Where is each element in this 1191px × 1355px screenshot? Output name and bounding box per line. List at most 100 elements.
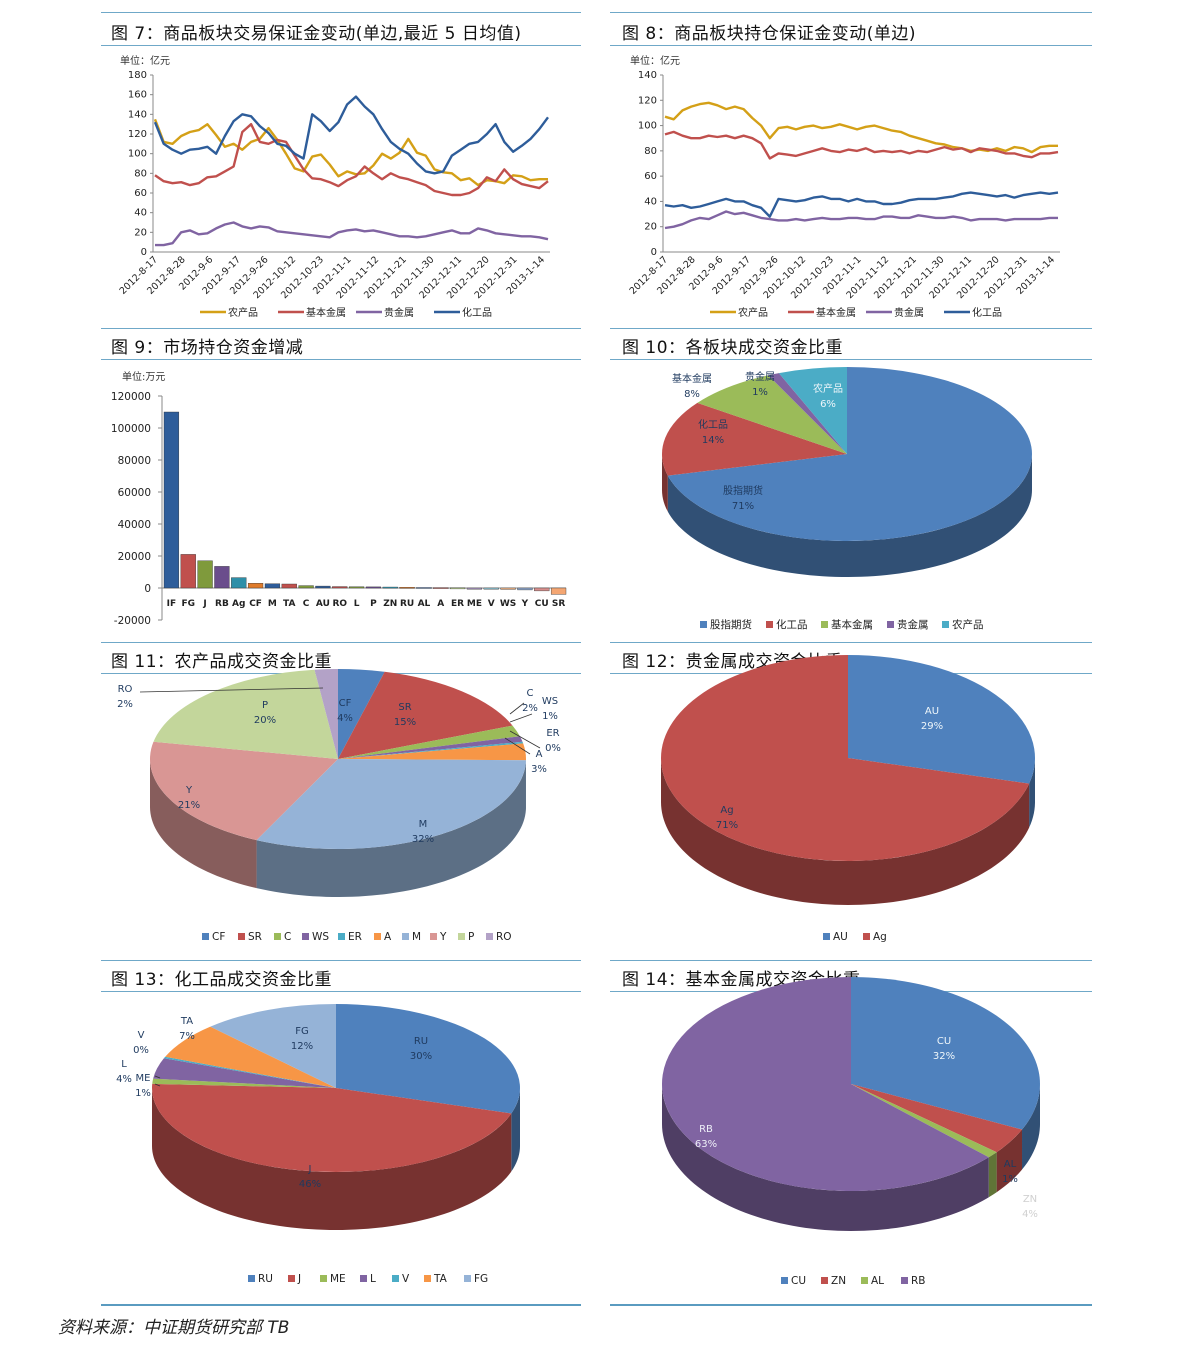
fig11-legend-label: SR xyxy=(248,931,262,943)
fig8-legend-label: 贵金属 xyxy=(894,306,924,319)
fig10-label-name: 化工品 xyxy=(698,418,728,431)
fig11-slice-C xyxy=(338,725,520,759)
fig9-xtick: J xyxy=(202,599,206,609)
fig14-slice-AL xyxy=(851,1084,997,1158)
fig13-slice-side-J xyxy=(152,1088,512,1230)
fig9-xtick: AL xyxy=(418,599,431,609)
fig14-pie-chart: CU 32% ZN 4% AL 1% RB 63% CU ZN AL RB xyxy=(662,977,1040,1287)
fig9-xtick: IF xyxy=(167,599,177,609)
fig7-ytick: 100 xyxy=(128,149,147,160)
fig8-ytick: 0 xyxy=(651,247,657,258)
fig9-xtick: CU xyxy=(535,599,549,609)
fig13-legend-label: ME xyxy=(330,1273,346,1285)
fig14-label-name: ZN xyxy=(1023,1194,1037,1205)
fig10-label-name: 农产品 xyxy=(813,382,843,395)
fig14-legend-label: RB xyxy=(911,1275,926,1287)
fig10-slice-化工品 xyxy=(662,402,847,476)
fig8-ytick: 140 xyxy=(638,70,657,81)
fig11-legend-label: A xyxy=(384,931,392,943)
fig10-label-name: 股指期货 xyxy=(723,484,763,497)
fig12-slice-side-Ag xyxy=(661,758,1030,905)
fig10-legend-label: 股指期货 xyxy=(710,618,752,631)
fig12-pie-chart: AU 29% Ag 71% AU Ag xyxy=(661,655,1035,943)
fig11-slice-side-M xyxy=(256,760,526,897)
fig13-label-pct: 0% xyxy=(133,1045,149,1056)
fig11-legend-swatch xyxy=(430,933,437,940)
fig13-legend-label: J xyxy=(297,1273,301,1285)
fig7-ytick: 120 xyxy=(128,129,147,140)
fig9-bar-ER xyxy=(449,587,466,590)
fig9-bar-J xyxy=(197,560,213,589)
fig13-label-name: L xyxy=(121,1059,127,1070)
fig13-legend-swatch xyxy=(392,1275,399,1282)
fig11-label-pct: 0% xyxy=(545,743,561,754)
fig10-legend-label: 化工品 xyxy=(776,618,808,631)
fig11-label-pct: 21% xyxy=(178,800,200,811)
fig9-ytick: -20000 xyxy=(114,615,151,627)
fig8-ytick: 40 xyxy=(644,196,657,207)
fig9-bar-AU xyxy=(315,585,331,589)
fig9-xtick: ZN xyxy=(383,599,397,609)
fig7-ytick: 140 xyxy=(128,109,147,120)
fig13-leader xyxy=(154,1075,161,1079)
fig11-slice-SR xyxy=(338,671,513,759)
fig14-legend-swatch xyxy=(861,1277,868,1284)
fig13-slice-L xyxy=(153,1058,336,1088)
fig9-xtick: L xyxy=(354,599,360,609)
fig14-legend-label: AL xyxy=(871,1275,884,1287)
fig13-leader xyxy=(154,1083,161,1087)
fig9-xtick: RU xyxy=(400,599,414,609)
fig11-legend-swatch xyxy=(402,933,409,940)
fig9-xtick: A xyxy=(437,599,444,609)
fig11-label-name: ER xyxy=(546,728,559,739)
fig12-legend-swatch xyxy=(823,933,830,940)
fig13-legend-label: V xyxy=(402,1273,410,1285)
fig13-legend-label: FG xyxy=(474,1273,488,1285)
fig11-label-name: SR xyxy=(398,702,411,713)
fig11-leader xyxy=(509,702,525,715)
fig11-label-pct: 1% xyxy=(542,711,558,722)
fig13-label-pct: 12% xyxy=(291,1041,313,1052)
fig11-legend-swatch xyxy=(338,933,345,940)
fig11-leader xyxy=(139,687,324,693)
fig11-slice-M xyxy=(256,759,526,849)
fig10-legend-swatch xyxy=(700,621,707,628)
fig9-bar-RU xyxy=(399,586,415,589)
fig11-slice-Y xyxy=(149,741,338,841)
fig8-line-chart: 单位：亿元0204060801001201402012-8-172012-8-2… xyxy=(628,54,1060,319)
fig11-leader xyxy=(509,730,541,749)
fig12-slice-AU xyxy=(848,655,1035,784)
fig8-ytick: 80 xyxy=(644,146,657,157)
fig14-legend-swatch xyxy=(821,1277,828,1284)
fig11-legend-label: P xyxy=(468,931,474,943)
fig11-pie-chart: CF4%SR15%C2%WS1%ER0%A3%M32%Y21%P20%RO2%C… xyxy=(117,669,561,943)
fig9-bar-A xyxy=(433,587,449,589)
fig9-bar-chart: 单位:万元 -20000 0 20000 40000 60000 80000 100000 12… xyxy=(111,370,567,627)
fig10-legend-swatch xyxy=(821,621,828,628)
fig12-slice-Ag xyxy=(661,655,1030,861)
fig12-label-pct: 71% xyxy=(716,820,738,831)
fig13-legend-swatch xyxy=(248,1275,255,1282)
fig11-legend-swatch xyxy=(458,933,465,940)
fig10-slice-基本金属 xyxy=(697,375,847,454)
fig13-legend-swatch xyxy=(288,1275,295,1282)
fig9-bar-M xyxy=(264,583,281,589)
fig11-slice-ER xyxy=(338,741,524,759)
fig11-legend-swatch xyxy=(374,933,381,940)
fig7-legend-label: 基本金属 xyxy=(306,306,346,319)
fig7-ytick: 0 xyxy=(141,247,147,258)
fig10-label-pct: 14% xyxy=(702,435,724,446)
fig9-bar-CU xyxy=(534,587,550,592)
fig11-label-name: Y xyxy=(185,785,193,796)
fig11-legend-swatch xyxy=(486,933,493,940)
fig7-series-基本金属 xyxy=(154,122,549,197)
fig9-xtick: Y xyxy=(521,599,529,609)
fig13-title: 图 13：化工品成交资金比重 xyxy=(111,970,333,990)
fig13-label-name: RU xyxy=(414,1036,428,1047)
fig9-xtick: ER xyxy=(451,599,464,609)
fig11-label-name: RO xyxy=(118,684,133,695)
fig14-slice-side-RB xyxy=(662,1084,989,1231)
fig7-ytick: 80 xyxy=(134,168,147,179)
fig11-legend-label: WS xyxy=(312,931,329,943)
fig13-slice-ME xyxy=(152,1078,336,1088)
